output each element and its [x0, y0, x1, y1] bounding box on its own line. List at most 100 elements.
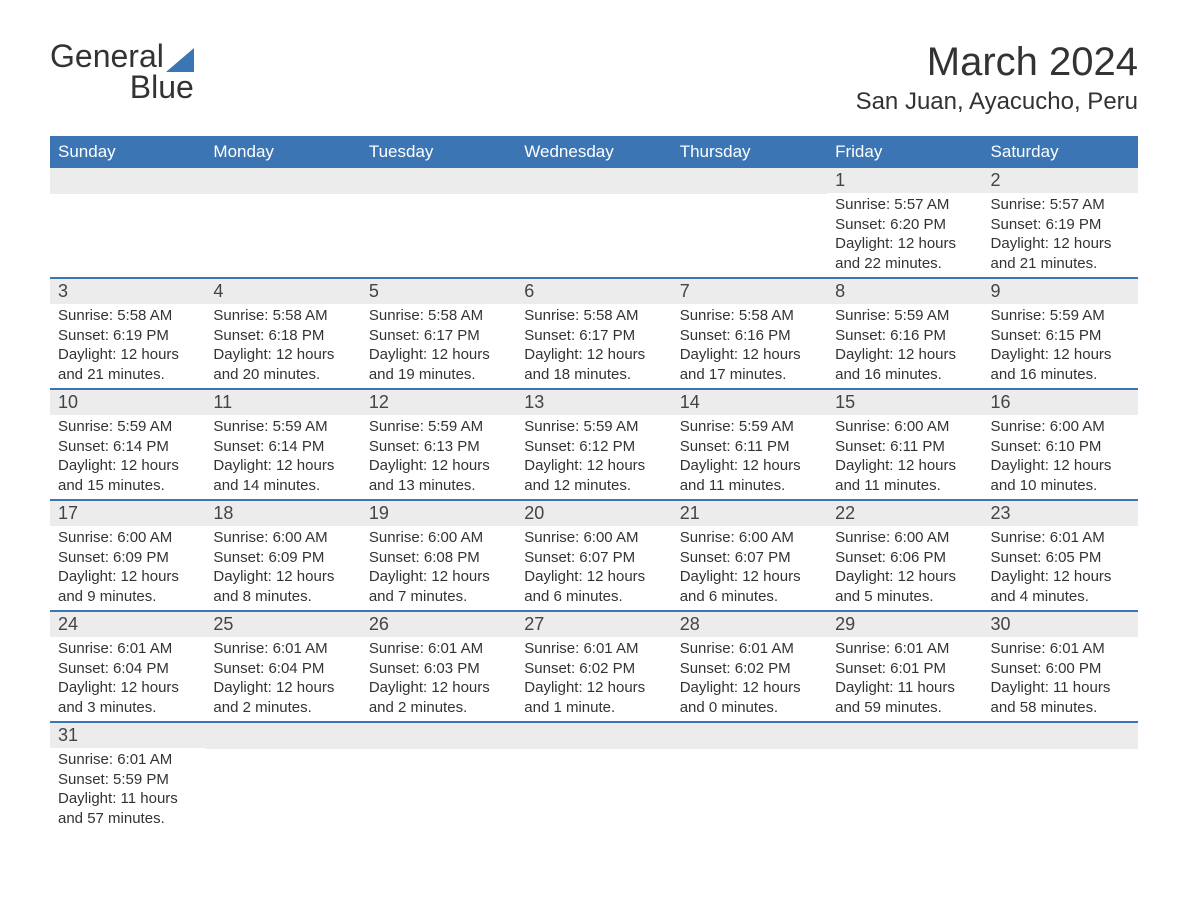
calendar-cell: 12Sunrise: 5:59 AMSunset: 6:13 PMDayligh… — [361, 389, 516, 500]
daylight-text: Daylight: 12 hours and 10 minutes. — [991, 456, 1130, 495]
day-number: 30 — [983, 612, 1138, 637]
calendar-cell — [516, 722, 671, 832]
sunset-text: Sunset: 6:10 PM — [991, 437, 1130, 457]
sunset-text: Sunset: 6:17 PM — [369, 326, 508, 346]
day-number: 2 — [983, 168, 1138, 193]
sunset-text: Sunset: 6:00 PM — [991, 659, 1130, 679]
sunrise-text: Sunrise: 6:00 AM — [991, 417, 1130, 437]
day-number: 26 — [361, 612, 516, 637]
month-title: March 2024 — [856, 40, 1138, 84]
calendar-header-row: SundayMondayTuesdayWednesdayThursdayFrid… — [50, 136, 1138, 168]
calendar-week: 31Sunrise: 6:01 AMSunset: 5:59 PMDayligh… — [50, 722, 1138, 832]
calendar-cell: 18Sunrise: 6:00 AMSunset: 6:09 PMDayligh… — [205, 500, 360, 611]
calendar-cell: 11Sunrise: 5:59 AMSunset: 6:14 PMDayligh… — [205, 389, 360, 500]
sunset-text: Sunset: 6:07 PM — [524, 548, 663, 568]
daylight-text: Daylight: 12 hours and 9 minutes. — [58, 567, 197, 606]
sunset-text: Sunset: 6:01 PM — [835, 659, 974, 679]
day-header: Monday — [205, 136, 360, 168]
title-block: March 2024 San Juan, Ayacucho, Peru — [856, 40, 1138, 116]
day-header: Friday — [827, 136, 982, 168]
day-content: Sunrise: 6:01 AMSunset: 6:05 PMDaylight:… — [983, 526, 1138, 610]
day-number: 4 — [205, 279, 360, 304]
day-number: 18 — [205, 501, 360, 526]
day-content: Sunrise: 5:58 AMSunset: 6:17 PMDaylight:… — [361, 304, 516, 388]
sunset-text: Sunset: 6:09 PM — [58, 548, 197, 568]
sunset-text: Sunset: 6:06 PM — [835, 548, 974, 568]
sunset-text: Sunset: 6:02 PM — [524, 659, 663, 679]
day-content — [205, 194, 360, 200]
sunset-text: Sunset: 6:14 PM — [58, 437, 197, 457]
sunrise-text: Sunrise: 6:01 AM — [991, 528, 1130, 548]
sunset-text: Sunset: 6:07 PM — [680, 548, 819, 568]
calendar-cell: 10Sunrise: 5:59 AMSunset: 6:14 PMDayligh… — [50, 389, 205, 500]
sunrise-text: Sunrise: 6:00 AM — [213, 528, 352, 548]
day-number: 29 — [827, 612, 982, 637]
day-content: Sunrise: 5:58 AMSunset: 6:19 PMDaylight:… — [50, 304, 205, 388]
sunrise-text: Sunrise: 5:57 AM — [835, 195, 974, 215]
calendar-cell — [50, 168, 205, 278]
day-number: 17 — [50, 501, 205, 526]
day-number: 27 — [516, 612, 671, 637]
day-content — [983, 749, 1138, 755]
day-content: Sunrise: 6:01 AMSunset: 6:04 PMDaylight:… — [205, 637, 360, 721]
calendar-cell — [983, 722, 1138, 832]
calendar-cell: 27Sunrise: 6:01 AMSunset: 6:02 PMDayligh… — [516, 611, 671, 722]
calendar-cell: 4Sunrise: 5:58 AMSunset: 6:18 PMDaylight… — [205, 278, 360, 389]
day-number: 31 — [50, 723, 205, 748]
logo-text-blue: Blue — [50, 71, 194, 103]
calendar-week: 1Sunrise: 5:57 AMSunset: 6:20 PMDaylight… — [50, 168, 1138, 278]
day-number: 13 — [516, 390, 671, 415]
sunrise-text: Sunrise: 5:59 AM — [58, 417, 197, 437]
day-content — [205, 749, 360, 755]
calendar-cell: 19Sunrise: 6:00 AMSunset: 6:08 PMDayligh… — [361, 500, 516, 611]
day-content: Sunrise: 6:01 AMSunset: 6:02 PMDaylight:… — [672, 637, 827, 721]
day-content: Sunrise: 6:01 AMSunset: 6:03 PMDaylight:… — [361, 637, 516, 721]
daylight-text: Daylight: 12 hours and 14 minutes. — [213, 456, 352, 495]
sunset-text: Sunset: 6:04 PM — [58, 659, 197, 679]
day-content: Sunrise: 5:58 AMSunset: 6:17 PMDaylight:… — [516, 304, 671, 388]
sunset-text: Sunset: 6:18 PM — [213, 326, 352, 346]
calendar-cell: 20Sunrise: 6:00 AMSunset: 6:07 PMDayligh… — [516, 500, 671, 611]
sunrise-text: Sunrise: 5:59 AM — [991, 306, 1130, 326]
sunset-text: Sunset: 6:19 PM — [58, 326, 197, 346]
calendar-cell: 29Sunrise: 6:01 AMSunset: 6:01 PMDayligh… — [827, 611, 982, 722]
calendar-cell: 23Sunrise: 6:01 AMSunset: 6:05 PMDayligh… — [983, 500, 1138, 611]
calendar-cell: 30Sunrise: 6:01 AMSunset: 6:00 PMDayligh… — [983, 611, 1138, 722]
calendar-cell: 13Sunrise: 5:59 AMSunset: 6:12 PMDayligh… — [516, 389, 671, 500]
sunrise-text: Sunrise: 6:00 AM — [369, 528, 508, 548]
day-number — [983, 723, 1138, 749]
calendar-cell — [672, 722, 827, 832]
logo: General Blue — [50, 40, 194, 103]
calendar-cell: 22Sunrise: 6:00 AMSunset: 6:06 PMDayligh… — [827, 500, 982, 611]
day-content: Sunrise: 5:59 AMSunset: 6:14 PMDaylight:… — [50, 415, 205, 499]
sunset-text: Sunset: 6:02 PM — [680, 659, 819, 679]
day-header: Saturday — [983, 136, 1138, 168]
sunrise-text: Sunrise: 5:58 AM — [524, 306, 663, 326]
sunset-text: Sunset: 6:14 PM — [213, 437, 352, 457]
daylight-text: Daylight: 12 hours and 20 minutes. — [213, 345, 352, 384]
sunrise-text: Sunrise: 6:01 AM — [213, 639, 352, 659]
day-content — [672, 749, 827, 755]
day-content — [361, 749, 516, 755]
sunrise-text: Sunrise: 5:58 AM — [58, 306, 197, 326]
day-number: 16 — [983, 390, 1138, 415]
sunrise-text: Sunrise: 5:59 AM — [524, 417, 663, 437]
sunset-text: Sunset: 6:05 PM — [991, 548, 1130, 568]
sunrise-text: Sunrise: 5:58 AM — [680, 306, 819, 326]
day-number — [361, 723, 516, 749]
day-number: 11 — [205, 390, 360, 415]
sunset-text: Sunset: 5:59 PM — [58, 770, 197, 790]
day-content: Sunrise: 6:00 AMSunset: 6:07 PMDaylight:… — [672, 526, 827, 610]
day-header: Thursday — [672, 136, 827, 168]
daylight-text: Daylight: 11 hours and 57 minutes. — [58, 789, 197, 828]
sunset-text: Sunset: 6:04 PM — [213, 659, 352, 679]
calendar-cell — [361, 722, 516, 832]
calendar-cell: 3Sunrise: 5:58 AMSunset: 6:19 PMDaylight… — [50, 278, 205, 389]
sunrise-text: Sunrise: 6:01 AM — [58, 750, 197, 770]
calendar-cell: 21Sunrise: 6:00 AMSunset: 6:07 PMDayligh… — [672, 500, 827, 611]
daylight-text: Daylight: 12 hours and 13 minutes. — [369, 456, 508, 495]
day-number: 22 — [827, 501, 982, 526]
sunrise-text: Sunrise: 6:01 AM — [58, 639, 197, 659]
day-content — [50, 194, 205, 200]
daylight-text: Daylight: 12 hours and 6 minutes. — [680, 567, 819, 606]
